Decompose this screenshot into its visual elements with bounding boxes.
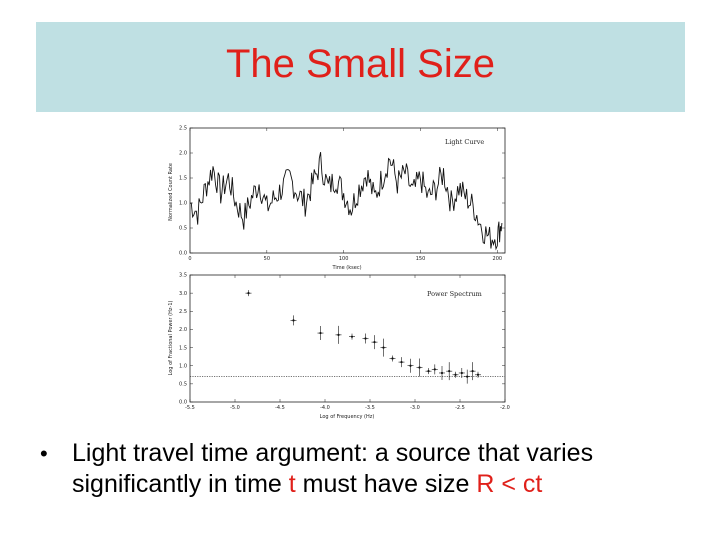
power-spectrum-ytick-label: 1.0 <box>179 363 187 369</box>
bullet-line-2-mid: must have size <box>295 470 477 498</box>
light-curve-ytick-label: 0.0 <box>179 251 187 257</box>
power-spectrum-xtick-label: -2.5 <box>455 405 465 411</box>
power-spectrum-frame <box>189 274 506 403</box>
light-curve-ytick-label: 1.5 <box>179 176 187 182</box>
bullet-t: t <box>288 470 296 498</box>
power-spectrum-ylabel: Log of Fractional Power (Hz-1) <box>168 301 174 376</box>
power-spectrum-xtick-label: -5.5 <box>185 405 195 411</box>
light-curve-ytick-label: 2.0 <box>179 151 187 157</box>
power-spectrum-point <box>362 333 369 344</box>
power-spectrum-point <box>475 371 481 378</box>
bullet-dot: • <box>40 441 48 466</box>
power-spectrum-xlabel: Log of Frequency (Hz) <box>320 414 375 420</box>
light-curve-legend: Light Curve <box>445 138 484 146</box>
power-spectrum-yticks: 0.0 0.5 1.0 1.5 2.0 2.5 3.0 3.5 <box>179 273 505 406</box>
power-spectrum-point <box>317 326 324 341</box>
light-curve-series <box>189 152 503 251</box>
power-spectrum-xtick-label: -4.5 <box>275 405 285 411</box>
power-spectrum-ytick-label: 0.0 <box>179 400 187 406</box>
light-curve-xtick-label: 100 <box>339 256 349 262</box>
light-curve-ytick-label: 2.5 <box>179 126 187 132</box>
power-spectrum-xticks: -5.5 -5.0 -4.5 -4.0 -3.5 -3.0 -2.5 -2.0 <box>185 275 510 411</box>
power-spectrum-point <box>349 333 355 340</box>
power-spectrum-point <box>380 338 387 357</box>
power-spectrum-point <box>398 357 405 368</box>
light-curve-frame <box>189 127 506 254</box>
power-spectrum-points <box>245 290 481 384</box>
light-curve-ytick-label: 0.5 <box>179 226 187 232</box>
power-spectrum-point <box>290 315 297 326</box>
power-spectrum-point <box>245 290 252 297</box>
power-spectrum-ytick-label: 1.5 <box>179 345 187 351</box>
light-curve-xtick-label: 200 <box>493 256 503 262</box>
power-spectrum-point <box>452 371 459 378</box>
power-spectrum-point <box>425 368 432 375</box>
light-curve-ylabel: Normalized Count Rate <box>168 163 174 221</box>
power-spectrum-point <box>446 362 453 381</box>
power-spectrum-ytick-label: 3.5 <box>179 273 187 279</box>
title-bar: The Small Size <box>36 22 685 112</box>
power-spectrum-ytick-label: 2.0 <box>179 327 187 333</box>
power-spectrum-ytick-label: 0.5 <box>179 382 187 388</box>
figure: Light Curve Time (ksec) Normalized Count… <box>165 120 525 420</box>
power-spectrum-xtick-label: -4.0 <box>320 405 330 411</box>
power-spectrum-point <box>335 325 342 344</box>
light-curve-xtick-label: 0 <box>188 256 191 262</box>
power-spectrum-xtick-label: -3.5 <box>365 405 375 411</box>
light-curve-xtick-label: 50 <box>264 256 270 262</box>
slide-title: The Small Size <box>226 41 495 86</box>
power-spectrum-point <box>416 358 423 377</box>
power-spectrum-ytick-label: 2.5 <box>179 309 187 315</box>
bullet-line-1: Light travel time argument: a source tha… <box>72 439 594 467</box>
bullet-text: Light travel time argument: a source tha… <box>72 438 702 500</box>
power-spectrum-xtick-label: -3.0 <box>410 405 420 411</box>
light-curve-ytick-label: 1.0 <box>179 201 187 207</box>
bullet-formula: R < ct <box>476 470 543 498</box>
power-spectrum-point <box>371 335 378 350</box>
power-spectrum-xtick-label: -5.0 <box>230 405 240 411</box>
power-spectrum-point <box>469 362 476 381</box>
power-spectrum-point <box>431 364 438 375</box>
power-spectrum-xtick-label: -2.0 <box>500 405 510 411</box>
power-spectrum-point <box>389 355 396 362</box>
power-spectrum-point <box>407 358 414 373</box>
bullet-line-2: significantly in time <box>72 470 289 498</box>
light-curve-xtick-label: 150 <box>416 256 426 262</box>
power-spectrum-legend: Power Spectrum <box>427 290 482 298</box>
light-curve-xticks: 0 50 100 150 200 <box>188 128 502 262</box>
power-spectrum-point <box>439 365 445 380</box>
power-spectrum-point <box>464 369 471 384</box>
figure-svg: Light Curve Time (ksec) Normalized Count… <box>168 126 510 420</box>
light-curve-xlabel: Time (ksec) <box>331 265 361 271</box>
power-spectrum-ytick-label: 3.0 <box>179 291 187 297</box>
power-spectrum-point <box>458 367 465 378</box>
